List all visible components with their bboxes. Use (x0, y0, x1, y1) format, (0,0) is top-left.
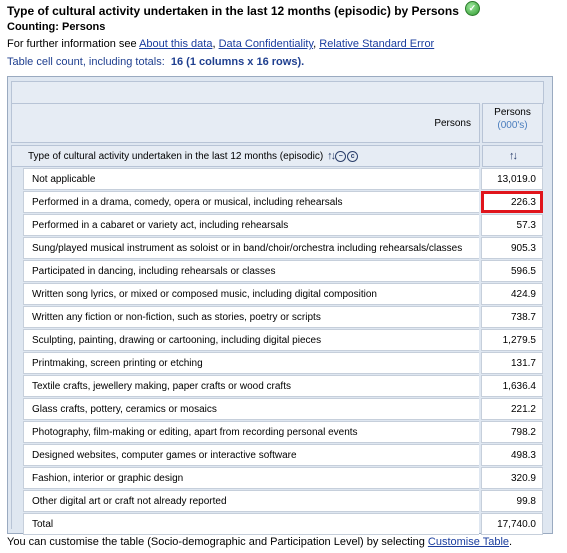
row-label: Not applicable (23, 168, 480, 190)
sort-arrows-icon[interactable]: ↑↓ (327, 150, 336, 162)
column-header-persons[interactable]: Persons (000's) (482, 103, 543, 143)
value-cell: 1,279.5 (481, 329, 543, 351)
value-cell: 131.7 (481, 352, 543, 374)
row-label: Other digital art or craft not already r… (23, 490, 480, 512)
table-row: Performed in a cabaret or variety act, i… (23, 214, 543, 237)
column-unit: (000's) (497, 120, 528, 131)
row-label: Participated in dancing, including rehea… (23, 260, 480, 282)
column-sort-cell: ↑↓ (482, 145, 543, 167)
table-row: Sculpting, painting, drawing or cartooni… (23, 329, 543, 352)
page-header: Type of cultural activity undertaken in … (7, 1, 562, 69)
row-label: Designed websites, computer games or int… (23, 444, 480, 466)
row-header: Type of cultural activity undertaken in … (11, 145, 480, 167)
table-row: Written song lyrics, or mixed or compose… (23, 283, 543, 306)
table-row: Fashion, interior or graphic design 320.9 (23, 467, 543, 490)
row-label: Total (23, 513, 480, 535)
page-title: Type of cultural activity undertaken in … (7, 4, 459, 18)
customise-table-link[interactable]: Customise Table (427, 536, 510, 548)
data-confidentiality-link[interactable]: Data Confidentiality (218, 38, 314, 50)
cell-count: Table cell count, including totals: 16 (… (7, 56, 305, 68)
row-label: Sung/played musical instrument as solois… (23, 237, 480, 259)
row-label: Fashion, interior or graphic design (23, 467, 480, 489)
row-label: Written any fiction or non-fiction, such… (23, 306, 480, 328)
info-links: For further information see About this d… (7, 38, 435, 50)
row-label: Written song lyrics, or mixed or compose… (23, 283, 480, 305)
row-gutter (11, 167, 24, 529)
about-data-link[interactable]: About this data (139, 38, 213, 50)
relative-standard-error-link[interactable]: Relative Standard Error (319, 38, 435, 50)
value-cell: 905.3 (481, 237, 543, 259)
cell-count-value: 16 (1 columns x 16 rows). (170, 56, 305, 68)
value-cell: 99.8 (481, 490, 543, 512)
row-sort-controls: ↑↓ − c (327, 150, 359, 162)
checkmark-icon[interactable]: ✓ (464, 1, 480, 16)
table-top-band (11, 81, 544, 104)
table-row: Other digital art or craft not already r… (23, 490, 543, 513)
table-row: Participated in dancing, including rehea… (23, 260, 543, 283)
table-row: Designed websites, computer games or int… (23, 444, 543, 467)
table-row: Not applicable 13,019.0 (23, 168, 543, 191)
row-label: Textile crafts, jewellery making, paper … (23, 375, 480, 397)
column-sort-arrows-icon[interactable]: ↑↓ (509, 150, 518, 162)
row-label: Sculpting, painting, drawing or cartooni… (23, 329, 480, 351)
row-label: Performed in a cabaret or variety act, i… (23, 214, 480, 236)
value-cell: 57.3 (481, 214, 543, 236)
table-row: Total 17,740.0 (23, 513, 543, 536)
highlighted-value-cell: 226.3 (481, 191, 543, 213)
value-cell: 13,019.0 (481, 168, 543, 190)
value-cell: 17,740.0 (481, 513, 543, 535)
table-row: Printmaking, screen printing or etching 1… (23, 352, 543, 375)
table-row: Photography, film-making or editing, apa… (23, 421, 543, 444)
table-row: Sung/played musical instrument as solois… (23, 237, 543, 260)
table-row: Textile crafts, jewellery making, paper … (23, 375, 543, 398)
table-body: Not applicable 13,019.0 Performed in a dra… (23, 168, 543, 536)
hide-icon[interactable]: − (335, 150, 347, 162)
value-cell: 424.9 (481, 283, 543, 305)
row-label: Performed in a drama, comedy, opera or m… (23, 191, 480, 213)
value-cell: 320.9 (481, 467, 543, 489)
footer-note: You can customise the table (Socio-demog… (7, 536, 513, 548)
counting-label: Counting: Persons (7, 21, 106, 33)
table-row: Performed in a drama, comedy, opera or m… (23, 191, 543, 214)
row-label: Photography, film-making or editing, apa… (23, 421, 480, 443)
value-cell: 498.3 (481, 444, 543, 466)
column-group-label: Persons (11, 103, 480, 143)
value-cell: 738.7 (481, 306, 543, 328)
value-cell: 596.5 (481, 260, 543, 282)
row-label: Printmaking, screen printing or etching (23, 352, 480, 374)
collapse-icon[interactable]: c (347, 150, 359, 162)
value-cell: 1,636.4 (481, 375, 543, 397)
table-row: Glass crafts, pottery, ceramics or mosai… (23, 398, 543, 421)
value-cell: 221.2 (481, 398, 543, 420)
data-table: Persons Persons (000's) Type of cultural… (7, 76, 553, 536)
value-cell: 798.2 (481, 421, 543, 443)
row-label: Glass crafts, pottery, ceramics or mosai… (23, 398, 480, 420)
table-row: Written any fiction or non-fiction, such… (23, 306, 543, 329)
